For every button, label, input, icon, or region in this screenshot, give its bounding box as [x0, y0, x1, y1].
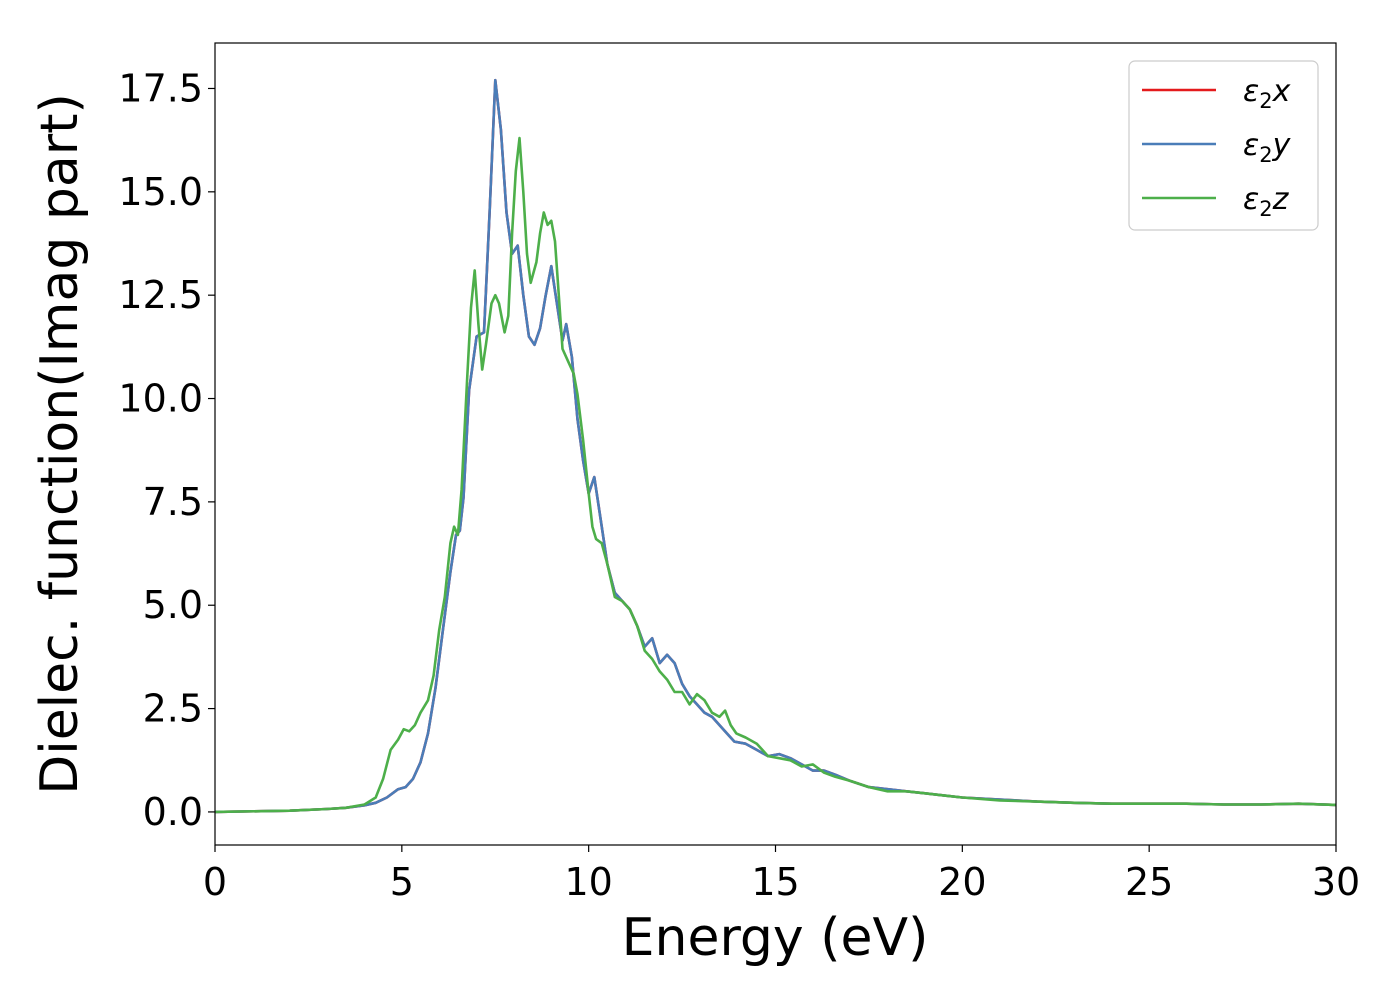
- legend-label-z: ε2z: [1243, 182, 1290, 221]
- x-tick-label: 20: [938, 860, 986, 904]
- legend-label-y: ε2y: [1243, 128, 1292, 167]
- y-axis-title: Dielec. function(Imag part): [30, 93, 90, 795]
- y-tick-label: 12.5: [118, 273, 203, 317]
- y-axis-ticks: 0.0 2.5 5.0 7.5 10.0 12.5 15.0 17.5: [118, 66, 215, 834]
- x-tick-label: 0: [203, 860, 227, 904]
- y-tick-label: 5.0: [143, 583, 203, 627]
- x-tick-label: 10: [564, 860, 612, 904]
- y-tick-label: 17.5: [118, 66, 203, 110]
- legend: ε2x ε2y ε2z: [1128, 60, 1319, 231]
- x-tick-label: 30: [1312, 860, 1360, 904]
- series-line-z: [215, 136, 1336, 814]
- y-tick-label: 15.0: [118, 170, 203, 214]
- x-tick-label: 5: [390, 860, 414, 904]
- series-layer: [215, 78, 1336, 814]
- legend-label-x: ε2x: [1243, 74, 1291, 113]
- legend-box: [1128, 60, 1319, 231]
- y-tick-label: 10.0: [118, 377, 203, 421]
- x-axis-title: Energy (eV): [622, 908, 929, 968]
- y-tick-label: 2.5: [143, 687, 203, 731]
- x-tick-label: 25: [1125, 860, 1173, 904]
- x-tick-label: 15: [751, 860, 799, 904]
- y-tick-label: 0.0: [143, 790, 203, 834]
- x-axis-ticks: 0 5 10 15 20 25 30: [203, 845, 1360, 904]
- y-tick-label: 7.5: [143, 480, 203, 524]
